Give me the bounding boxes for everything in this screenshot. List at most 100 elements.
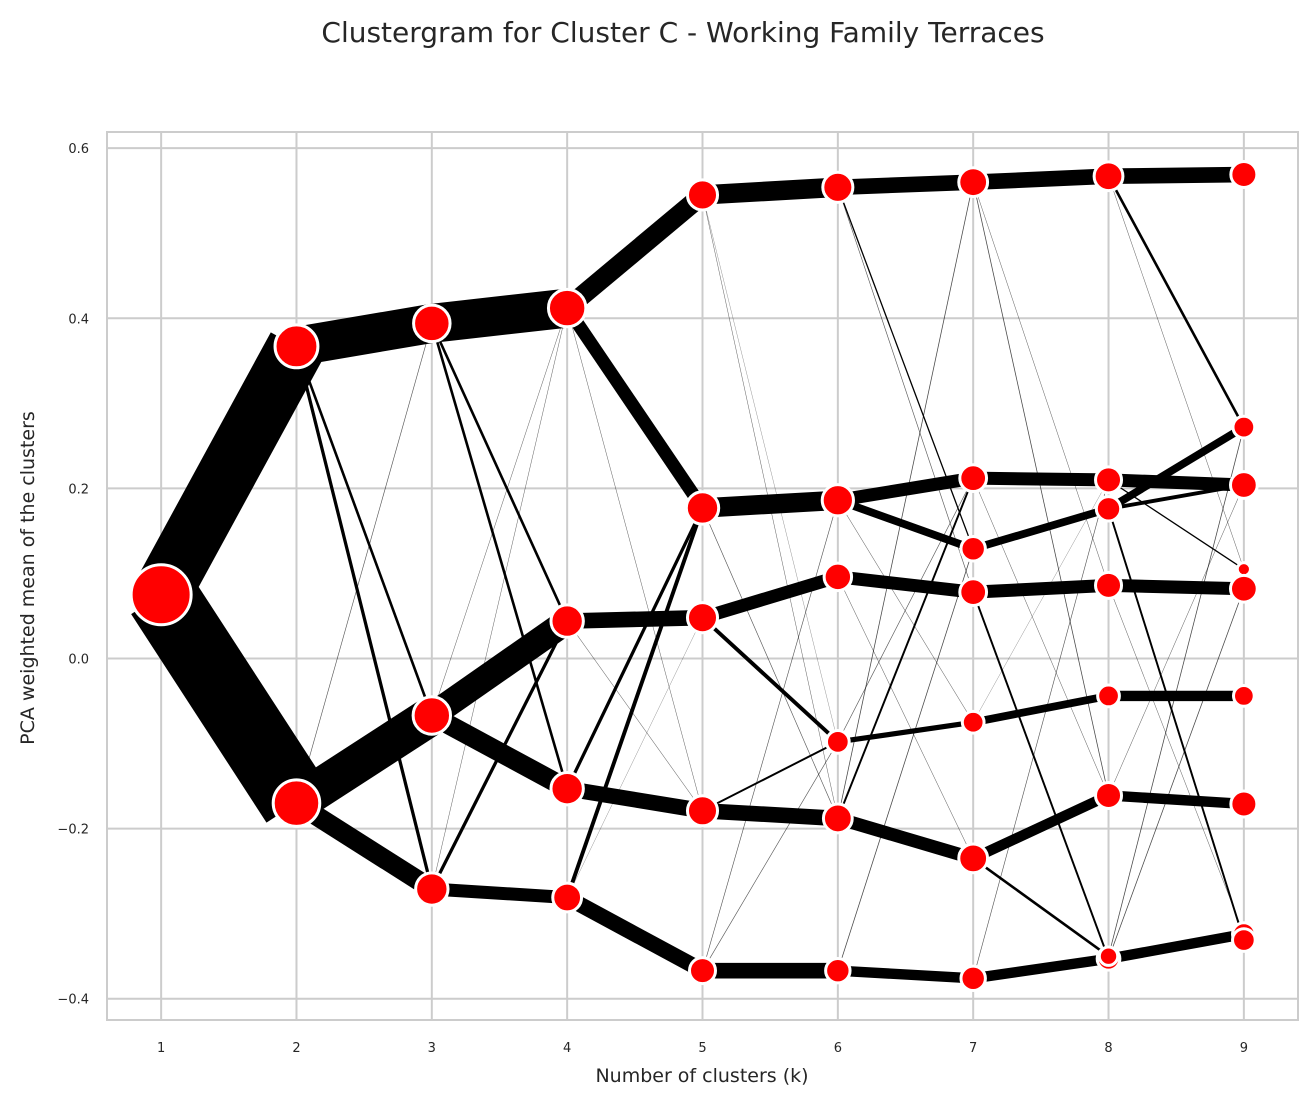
cluster-node	[685, 601, 720, 635]
cluster-edge	[1108, 473, 1245, 492]
cluster-node	[129, 563, 193, 627]
cluster-node	[824, 729, 851, 755]
cluster-edge	[972, 478, 1109, 796]
cluster-edge	[972, 479, 1109, 979]
cluster-edge	[1108, 585, 1245, 935]
cluster-edge	[1108, 427, 1245, 957]
y-tick-label: 0.6	[68, 142, 89, 157]
cluster-edge	[972, 692, 1110, 727]
cluster-edge	[702, 741, 839, 971]
cluster-edge	[700, 570, 840, 624]
cluster-edge	[701, 616, 840, 744]
cluster-node	[959, 535, 987, 563]
cluster-node	[1228, 573, 1259, 604]
x-tick-label: 7	[969, 1041, 977, 1056]
cluster-node	[1094, 495, 1123, 523]
cluster-edge	[972, 953, 1110, 984]
cluster-edge	[1108, 166, 1244, 185]
chart-title: Clustergram for Cluster C - Working Fami…	[321, 16, 1044, 49]
y-tick-label: −0.4	[57, 993, 89, 1008]
cluster-edge	[1108, 790, 1245, 810]
x-tick-label: 1	[157, 1041, 165, 1056]
cluster-edge	[429, 288, 570, 343]
cluster-edge	[972, 182, 1109, 796]
cluster-edge	[566, 308, 703, 811]
cluster-edge	[837, 478, 974, 743]
cluster-node	[546, 287, 588, 329]
cluster-node	[1231, 684, 1256, 708]
y-tick-label: 0.4	[68, 312, 89, 327]
cluster-edge	[972, 505, 1110, 553]
cluster-node	[958, 463, 989, 494]
cluster-edge	[1107, 508, 1245, 941]
cluster-edge	[1108, 483, 1245, 511]
cluster-edge	[837, 187, 974, 550]
cluster-edge	[131, 575, 327, 823]
cluster-node	[957, 166, 990, 199]
cluster-node	[273, 323, 320, 370]
cluster-edge	[836, 471, 975, 507]
cluster-node	[684, 490, 721, 526]
cluster-edge	[296, 323, 433, 804]
cluster-edge	[1107, 928, 1245, 964]
cluster-edge	[837, 965, 974, 984]
cluster-edge	[972, 168, 1109, 190]
cluster-node	[1231, 414, 1257, 440]
x-axis-label: Number of clusters (k)	[595, 1065, 808, 1087]
cluster-edge	[295, 345, 434, 716]
cluster-node	[551, 881, 584, 914]
cluster-node	[549, 770, 585, 807]
cluster-node	[271, 778, 322, 828]
x-tick-label: 6	[834, 1041, 842, 1056]
cluster-node	[1229, 789, 1259, 819]
cluster-edge	[837, 548, 974, 971]
cluster-edge	[430, 620, 569, 890]
cluster-edge	[424, 610, 575, 727]
y-tick-label: 0.0	[68, 653, 89, 668]
cluster-node	[1231, 927, 1257, 953]
cluster-node	[957, 842, 990, 875]
cluster-edge	[837, 576, 974, 859]
x-tick-label: 3	[428, 1041, 436, 1056]
cluster-edge	[560, 187, 709, 316]
x-tick-label: 8	[1104, 1041, 1112, 1056]
cluster-edge	[837, 500, 974, 723]
cluster-edge	[1108, 479, 1245, 570]
cluster-edge	[702, 507, 839, 819]
cluster-node	[1096, 683, 1121, 709]
cluster-edge	[837, 187, 974, 593]
cluster-edge	[561, 304, 708, 512]
cluster-edge	[702, 500, 839, 971]
cluster-node	[1094, 780, 1124, 810]
cluster-edge	[972, 578, 1109, 599]
cluster-edge	[837, 182, 974, 819]
cluster-edge	[837, 570, 974, 599]
cluster-edge	[566, 620, 703, 811]
cluster-node	[824, 956, 852, 985]
cluster-edge	[702, 740, 839, 812]
cluster-edge	[837, 719, 974, 745]
y-tick-label: −0.2	[57, 823, 89, 838]
cluster-edge	[291, 794, 438, 898]
cluster-node	[821, 170, 855, 204]
cluster-node	[414, 871, 450, 907]
x-tick-label: 9	[1240, 1041, 1248, 1056]
x-tick-label: 5	[698, 1041, 706, 1056]
cluster-edge	[285, 699, 443, 820]
cluster-node	[959, 964, 987, 993]
cluster-node	[1097, 945, 1120, 967]
cluster-node	[821, 802, 854, 835]
y-axis-label: PCA weighted mean of the clusters	[17, 411, 39, 745]
cluster-edge	[1108, 578, 1245, 596]
cluster-edge	[430, 323, 569, 790]
cluster-edge	[1107, 175, 1246, 428]
cluster-node	[958, 577, 989, 608]
cluster-edge	[972, 591, 1110, 960]
x-tick-label: 2	[292, 1041, 300, 1056]
cluster-node	[549, 603, 585, 639]
cluster-edge	[1108, 176, 1245, 570]
cluster-node	[822, 561, 854, 593]
cluster-edge	[295, 346, 434, 890]
